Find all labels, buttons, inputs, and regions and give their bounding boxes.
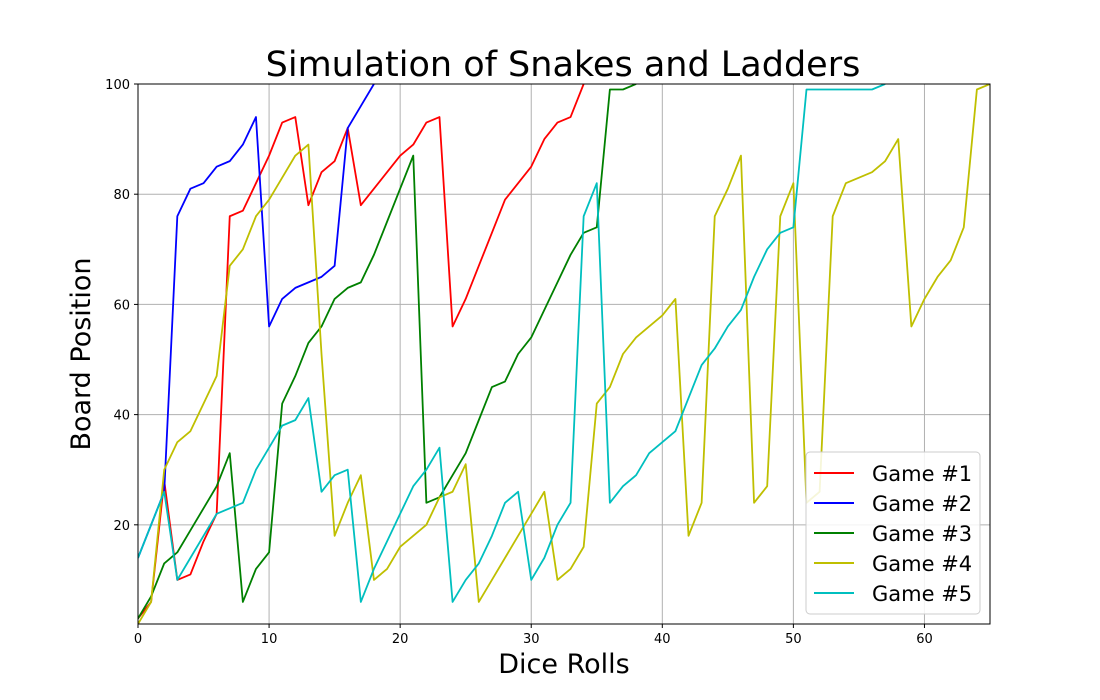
x-tick-label: 0	[134, 632, 142, 647]
x-axis-title: Dice Rolls	[498, 649, 629, 680]
y-tick-label: 60	[113, 298, 130, 313]
axis-ticks: 0 10 20 30 40 50 60 20 40 60 80 100	[105, 78, 933, 647]
series-line-game-5	[138, 84, 886, 603]
legend-label: Game #4	[872, 552, 972, 576]
x-tick-label: 60	[916, 632, 933, 647]
y-tick-label: 80	[113, 188, 130, 203]
legend: Game #1 Game #2 Game #3 Game #4 Game #5	[805, 451, 981, 615]
series-lines	[138, 84, 990, 624]
legend-label: Game #5	[872, 582, 972, 606]
plot-area	[138, 84, 990, 624]
y-tick-label: 40	[113, 409, 130, 424]
plot-frame	[137, 83, 991, 625]
x-tick-label: 40	[654, 632, 671, 647]
x-tick-label: 50	[785, 632, 802, 647]
series-line-game-4	[138, 84, 990, 624]
legend-box	[805, 451, 981, 615]
x-tick-label: 20	[392, 632, 409, 647]
x-tick-label: 10	[261, 632, 278, 647]
legend-label: Game #1	[872, 462, 972, 486]
series-line-game-2	[138, 84, 375, 559]
x-tick-label: 30	[523, 632, 540, 647]
legend-label: Game #2	[872, 492, 972, 516]
y-tick-label: 100	[105, 78, 130, 93]
legend-label: Game #3	[872, 522, 972, 546]
series-line-game-1	[138, 84, 585, 620]
chart-title: Simulation of Snakes and Ladders	[266, 45, 861, 85]
y-tick-label: 20	[113, 519, 130, 534]
series-line-game-3	[138, 84, 637, 619]
grid	[137, 83, 990, 624]
y-axis-title: Board Position	[66, 257, 97, 450]
